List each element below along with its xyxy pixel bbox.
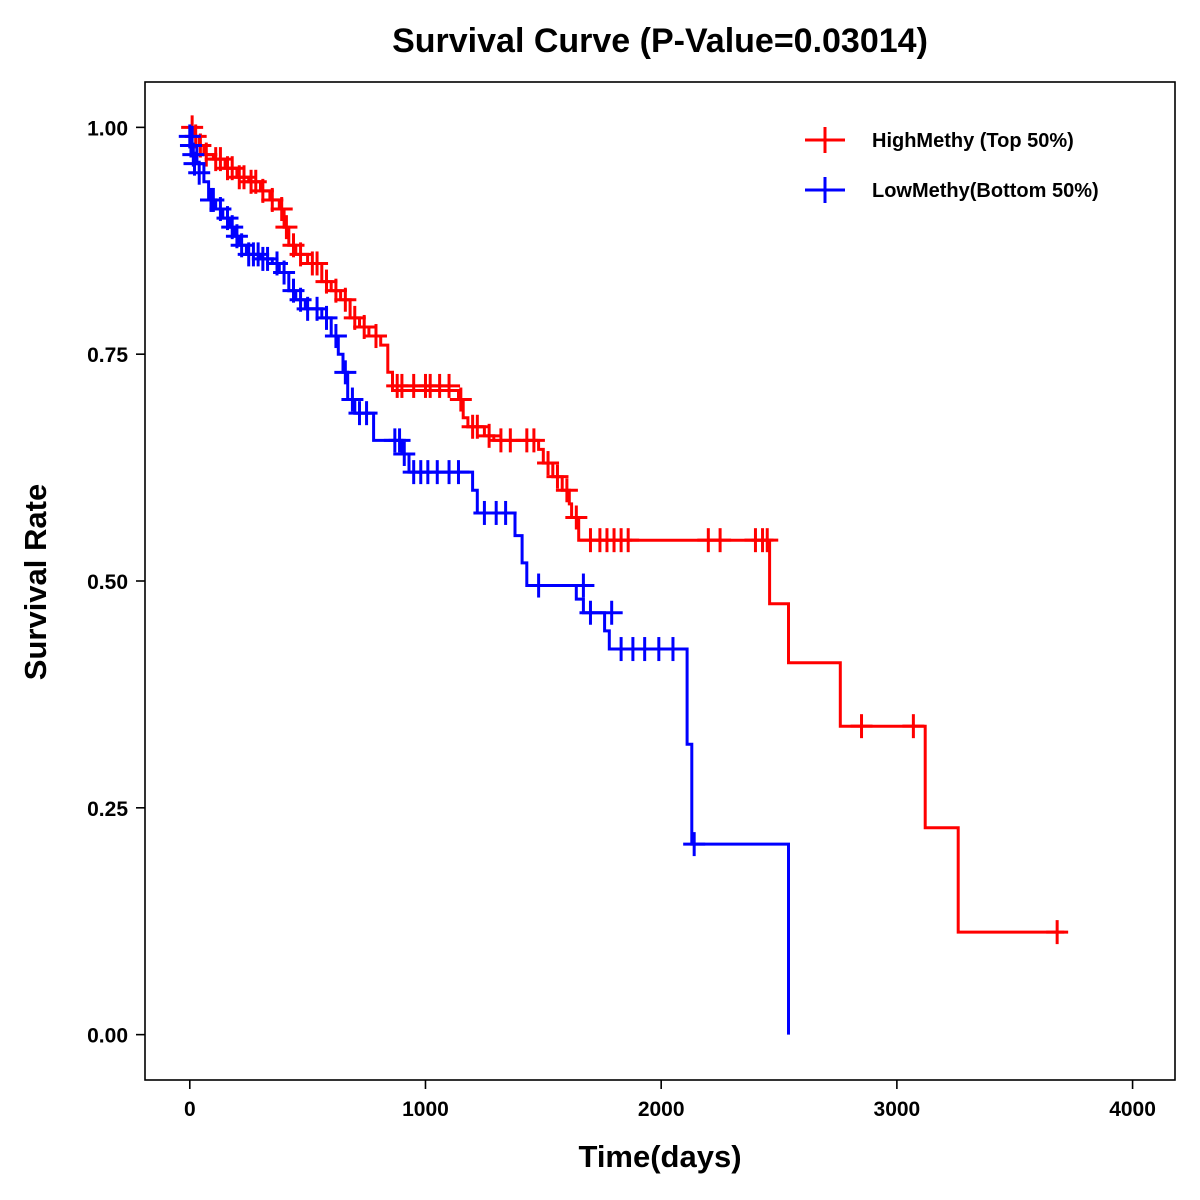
axis-ticks: 0 1000 2000 3000 4000 0.00 0.25 0.50 0.75 1.00 (87, 117, 1156, 1121)
plot-frame (144, 81, 1176, 1081)
x-tick-label: 3000 (874, 1098, 921, 1121)
censor-mark (756, 528, 779, 553)
censor-mark (600, 600, 623, 625)
censor-mark (478, 423, 501, 448)
censor-mark (902, 714, 925, 739)
censor-mark (572, 573, 595, 598)
chart-title: Survival Curve (P-Value=0.03014) (392, 22, 928, 60)
censor-mark (388, 428, 411, 453)
legend-item: LowMethy(Bottom 50%) (805, 177, 1099, 203)
censor-mark (355, 401, 378, 426)
censor-mark (256, 246, 279, 271)
censor-mark (270, 197, 293, 222)
censor-mark (661, 637, 684, 662)
censor-mark (579, 600, 602, 625)
censor-mark (438, 373, 461, 398)
censor-mark (565, 505, 588, 530)
censor-mark (546, 464, 569, 489)
censor-mark (617, 528, 640, 553)
censor-mark (466, 414, 489, 439)
x-tick-label: 0 (184, 1098, 196, 1121)
censor-mark (709, 528, 732, 553)
y-tick-label: 0.00 (87, 1025, 128, 1048)
y-tick-label: 1.00 (87, 117, 128, 140)
censor-mark (353, 314, 376, 339)
y-tick-label: 0.50 (87, 571, 128, 594)
censor-mark (273, 260, 296, 285)
censor-mark (341, 387, 364, 412)
censor-mark (324, 324, 347, 349)
censor-mark (850, 714, 873, 739)
censor-mark (275, 215, 298, 240)
censor-mark (188, 160, 211, 185)
censor-mark (393, 441, 416, 466)
censor-mark (306, 251, 329, 276)
x-tick-label: 2000 (638, 1098, 685, 1121)
y-tick-label: 0.75 (87, 344, 128, 367)
censor-mark (522, 428, 545, 453)
censor-mark (315, 305, 338, 330)
legend-label: HighMethy (Top 50%) (872, 130, 1074, 152)
censor-mark (683, 832, 706, 857)
censor-mark (334, 287, 357, 312)
series-layer (178, 115, 1069, 1035)
y-tick-label: 0.25 (87, 798, 128, 821)
censor-mark (289, 242, 312, 267)
censor-mark (537, 451, 560, 476)
x-tick-label: 1000 (402, 1098, 449, 1121)
x-tick-label: 4000 (1109, 1098, 1156, 1121)
censor-mark (1046, 920, 1069, 945)
censor-mark (447, 460, 470, 485)
censor-mark (364, 324, 387, 349)
censor-mark (449, 387, 472, 412)
x-axis-label: Time(days) (578, 1139, 741, 1174)
legend: HighMethy (Top 50%) LowMethy(Bottom 50%) (805, 127, 1099, 203)
y-axis-label: Survival Rate (18, 484, 53, 680)
censor-mark (334, 360, 357, 385)
legend-label: LowMethy(Bottom 50%) (872, 180, 1099, 202)
censor-mark (494, 500, 517, 525)
censor-mark (555, 478, 578, 503)
legend-item: HighMethy (Top 50%) (805, 127, 1074, 153)
censor-mark (247, 242, 270, 267)
censor-mark (527, 573, 550, 598)
